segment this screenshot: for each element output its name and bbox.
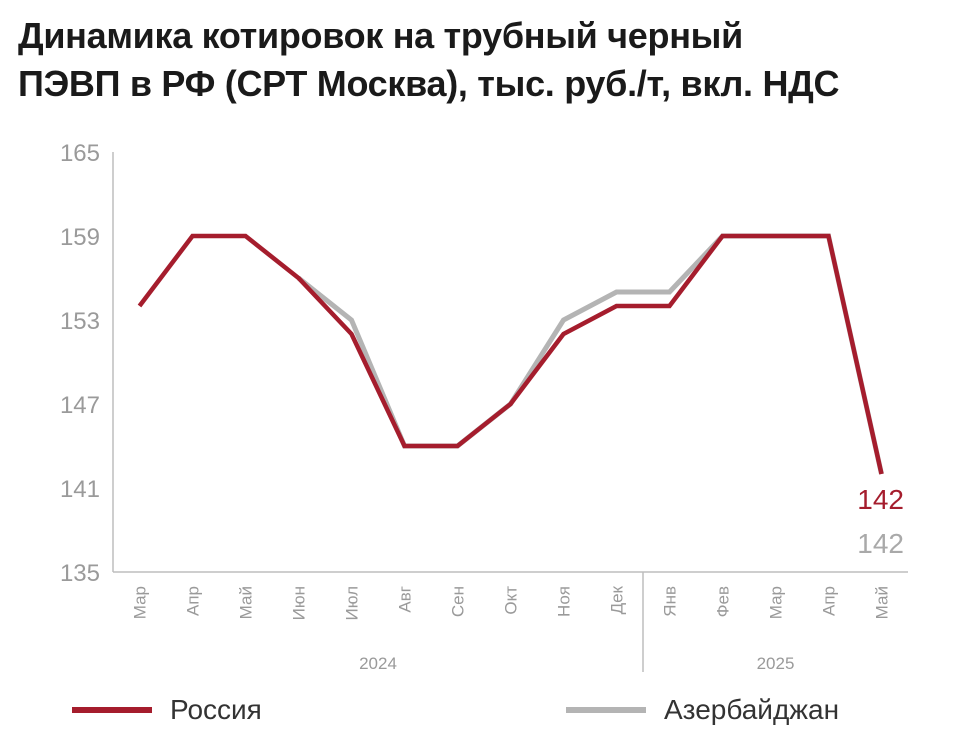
legend-label-azerbaijan: Азербайджан xyxy=(664,694,840,725)
x-tick-label: Мар xyxy=(131,586,150,619)
x-tick-label: Июл xyxy=(343,586,362,621)
x-tick-label: Окт xyxy=(502,586,521,615)
legend-item-russia: Россия xyxy=(72,690,262,730)
x-tick-label: Ноя xyxy=(555,586,574,617)
legend-swatch-azerbaijan xyxy=(566,707,646,713)
line-chart: 135 141 147 153 159 165 Мар Апр Май Июн Июл Авг Сен О… xyxy=(60,140,908,673)
y-tick-label: 141 xyxy=(60,476,100,503)
x-tick-label: Дек xyxy=(608,585,627,614)
y-tick-label: 147 xyxy=(60,392,100,419)
end-label-russia: 142 xyxy=(857,484,904,515)
x-tick-label: Мар xyxy=(767,586,786,619)
x-tick-label: Фев xyxy=(714,586,733,617)
y-tick-label: 165 xyxy=(60,140,100,167)
x-tick-label: Апр xyxy=(184,586,203,616)
legend-swatch-russia xyxy=(72,707,152,713)
y-tick-label: 159 xyxy=(60,224,100,251)
x-tick-label: Июн xyxy=(290,586,309,620)
y-tick-label: 135 xyxy=(60,560,100,587)
chart-title-line-2: ПЭВП в РФ (СРТ Москва), тыс. руб./т, вкл… xyxy=(18,63,840,104)
series-line-azerbaijan xyxy=(296,233,884,475)
year-group-label: 2025 xyxy=(757,654,795,673)
legend-label-russia: Россия xyxy=(170,694,262,725)
x-tick-label: Янв xyxy=(661,586,680,617)
y-tick-label: 153 xyxy=(60,308,100,335)
x-tick-label: Авг xyxy=(396,586,415,613)
x-tick-label: Май xyxy=(237,586,256,619)
x-tick-label: Май xyxy=(873,586,892,619)
year-group-label: 2024 xyxy=(359,654,397,673)
x-tick-label: Сен xyxy=(449,586,468,617)
chart-title-line-1: Динамика котировок на трубный черный xyxy=(18,15,743,56)
chart-title: Динамика котировок на трубный черный ПЭВ… xyxy=(18,12,948,108)
legend-item-azerbaijan: Азербайджан xyxy=(566,690,839,730)
end-label-azerbaijan: 142 xyxy=(857,528,904,559)
x-tick-label: Апр xyxy=(820,586,839,616)
series-line-russia xyxy=(137,233,884,475)
